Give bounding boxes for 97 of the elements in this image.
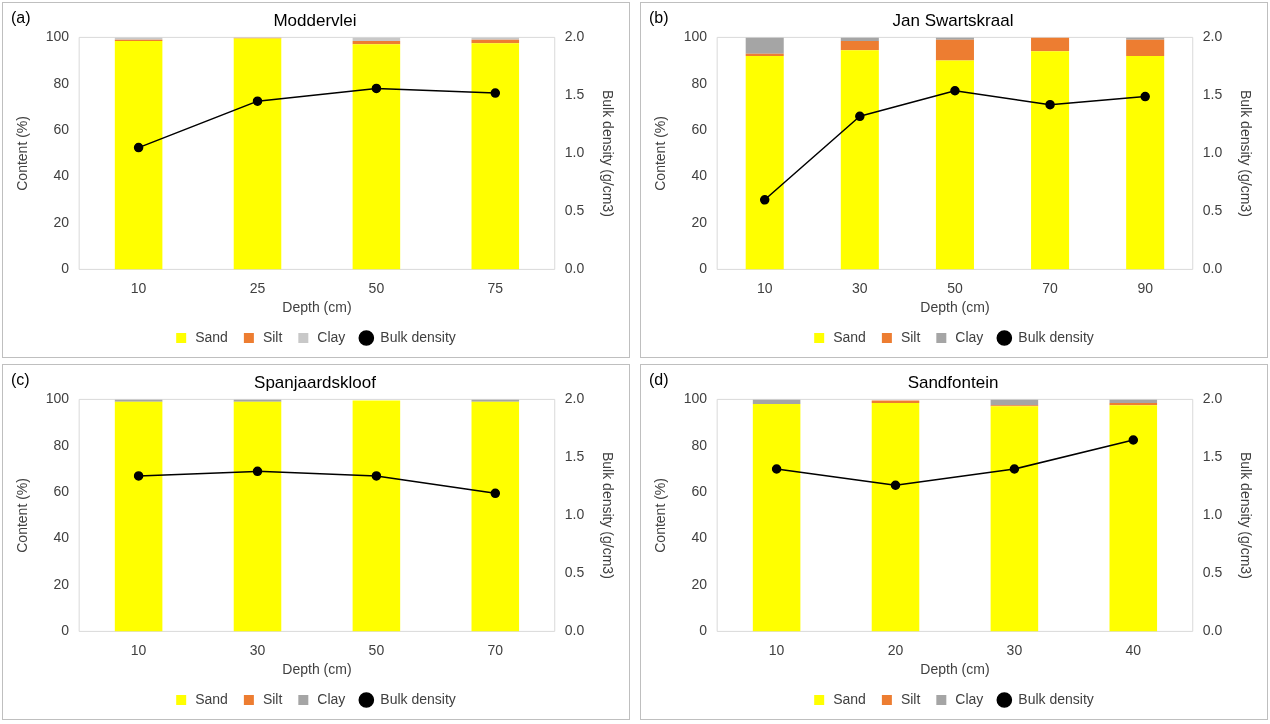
legend-label: Silt <box>262 690 283 707</box>
y2-tick-label: 0.0 <box>564 622 585 639</box>
y-tick-label: 40 <box>691 167 708 184</box>
y2-axis-title: Bulk density (g/cm3) <box>1237 89 1254 217</box>
y2-axis-title: Bulk density (g/cm3) <box>599 451 616 579</box>
x-tick-label: 10 <box>768 641 785 658</box>
x-tick-label: 10 <box>756 279 773 296</box>
legend-label: Clay <box>317 328 346 345</box>
x-axis-title: Depth (cm) <box>282 299 352 316</box>
y-tick-label: 100 <box>683 28 708 45</box>
y2-tick-label: 0.5 <box>564 202 585 219</box>
y-tick-label: 40 <box>691 529 708 546</box>
y-tick-label: 40 <box>53 167 70 184</box>
y2-tick-label: 0.0 <box>564 260 585 277</box>
y2-tick-label: 1.0 <box>1202 506 1223 523</box>
legend-label: Clay <box>317 690 346 707</box>
chart-title: Moddervlei <box>273 10 357 30</box>
x-axis-title: Depth (cm) <box>282 661 352 678</box>
x-tick-label: 50 <box>368 641 385 658</box>
y-tick-label: 100 <box>683 390 708 407</box>
y2-tick-label: 1.5 <box>564 86 585 103</box>
y-axis-title: Content (%) <box>652 116 669 191</box>
x-tick-label: 75 <box>487 279 504 296</box>
y-tick-label: 0 <box>699 260 708 277</box>
legend-label: Silt <box>262 328 283 345</box>
y-tick-label: 80 <box>53 74 70 91</box>
y2-tick-label: 2.0 <box>564 390 585 407</box>
x-tick-label: 70 <box>1042 279 1059 296</box>
y2-tick-label: 2.0 <box>564 28 585 45</box>
y2-tick-label: 1.0 <box>564 144 585 161</box>
chart-title: Sandfontein <box>907 372 999 392</box>
y-tick-label: 20 <box>691 213 708 230</box>
x-tick-label: 20 <box>887 641 904 658</box>
y2-tick-label: 0.0 <box>1202 260 1223 277</box>
y-tick-label: 80 <box>691 74 708 91</box>
y-axis-title: Content (%) <box>14 116 31 191</box>
y2-tick-label: 0.5 <box>564 564 585 581</box>
x-tick-label: 30 <box>249 641 266 658</box>
y-tick-label: 100 <box>45 390 70 407</box>
y-tick-label: 0 <box>699 622 708 639</box>
legend-label: Clay <box>955 690 984 707</box>
text: (c) <box>11 371 30 389</box>
y-tick-label: 0 <box>61 622 70 639</box>
y-tick-label: 80 <box>53 436 70 453</box>
y-axis-title: Content (%) <box>652 478 669 553</box>
x-axis-title: Depth (cm) <box>920 661 990 678</box>
x-tick-label: 70 <box>487 641 504 658</box>
y-tick-label: 60 <box>53 483 70 500</box>
chart-title: Jan Swartskraal <box>892 10 1014 30</box>
y2-tick-label: 0.0 <box>1202 622 1223 639</box>
y2-tick-label: 0.5 <box>1202 564 1223 581</box>
y-tick-label: 100 <box>45 28 70 45</box>
x-tick-label: 90 <box>1137 279 1154 296</box>
x-tick-label: 50 <box>368 279 385 296</box>
y-tick-label: 40 <box>53 529 70 546</box>
legend-label: Bulk density <box>1018 328 1094 345</box>
legend-label: Clay <box>955 328 984 345</box>
legend-label: Bulk density <box>380 690 456 707</box>
y2-tick-label: 2.0 <box>1202 28 1223 45</box>
text: (d) <box>649 371 669 389</box>
legend-label: Sand <box>833 690 866 707</box>
x-tick-label: 10 <box>130 279 147 296</box>
y2-tick-label: 1.0 <box>564 506 585 523</box>
y-tick-label: 0 <box>61 260 70 277</box>
x-tick-label: 30 <box>1006 641 1023 658</box>
x-tick-label: 50 <box>947 279 963 296</box>
y-tick-label: 20 <box>53 575 70 592</box>
y2-tick-label: 1.0 <box>1202 144 1223 161</box>
x-tick-label: 25 <box>249 279 266 296</box>
x-tick-label: 40 <box>1125 641 1142 658</box>
y2-tick-label: 0.5 <box>1202 202 1223 219</box>
chart-title: Spanjaardskloof <box>254 372 377 392</box>
legend-label: Sand <box>195 690 228 707</box>
y-tick-label: 20 <box>691 575 708 592</box>
y2-tick-label: 1.5 <box>564 448 585 465</box>
text: (a) <box>11 9 31 27</box>
y2-tick-label: 1.5 <box>1202 448 1223 465</box>
legend-label: Bulk density <box>1018 690 1094 707</box>
y2-axis-title: Bulk density (g/cm3) <box>1237 451 1254 579</box>
x-tick-label: 30 <box>852 279 868 296</box>
y-tick-label: 20 <box>53 213 70 230</box>
legend-label: Sand <box>195 328 228 345</box>
y-tick-label: 60 <box>53 121 70 138</box>
y2-tick-label: 1.5 <box>1202 86 1223 103</box>
y-tick-label: 60 <box>691 483 708 500</box>
legend-label: Silt <box>900 690 921 707</box>
legend-label: Sand <box>833 328 866 345</box>
x-axis-title: Depth (cm) <box>920 299 990 316</box>
y2-axis-title: Bulk density (g/cm3) <box>599 89 616 217</box>
text: (b) <box>649 9 669 27</box>
legend-label: Bulk density <box>380 328 456 345</box>
y-axis-title: Content (%) <box>14 478 31 553</box>
legend-label: Silt <box>900 328 921 345</box>
y-tick-label: 80 <box>691 436 708 453</box>
x-tick-label: 10 <box>130 641 147 658</box>
y2-tick-label: 2.0 <box>1202 390 1223 407</box>
y-tick-label: 60 <box>691 121 708 138</box>
